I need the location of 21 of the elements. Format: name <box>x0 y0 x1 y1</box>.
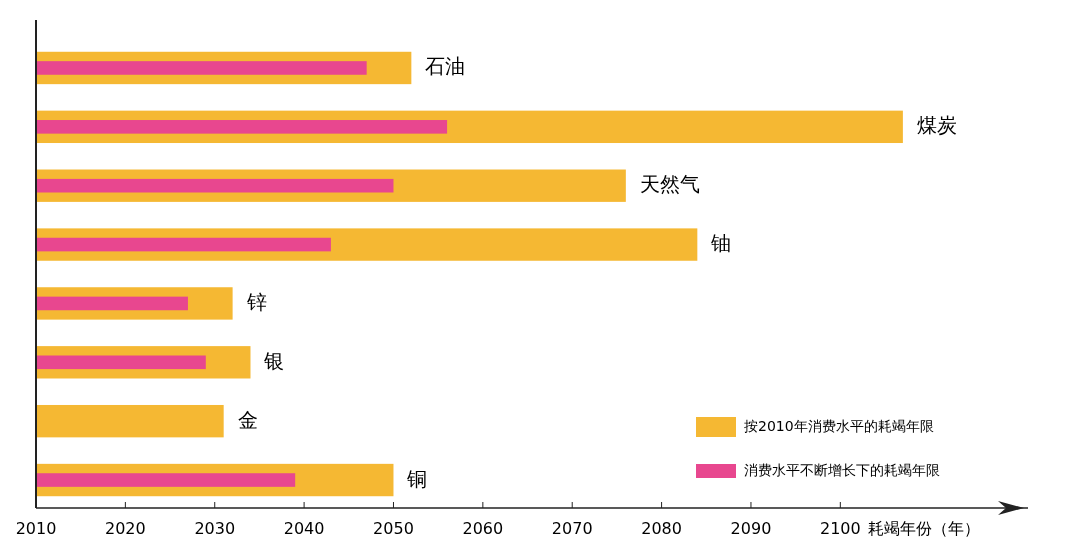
x-tick-label: 2030 <box>194 519 236 538</box>
legend-label: 按2010年消费水平的耗竭年限 <box>744 418 934 434</box>
x-tick-label: 2040 <box>283 519 325 538</box>
y-tick-label: 铜 <box>406 466 428 491</box>
y-tick-label: 铀 <box>710 231 732 256</box>
x-tick-label: 2060 <box>462 519 504 538</box>
legend-label: 消费水平不断增长下的耗竭年限 <box>744 462 940 478</box>
y-tick-label: 天然气 <box>639 172 700 197</box>
x-tick-label: 2100 <box>819 519 861 538</box>
y-tick-label: 煤炭 <box>916 113 957 138</box>
x-tick-label: 2080 <box>641 519 682 538</box>
x-tick-label: 2020 <box>105 519 146 538</box>
x-tick-label: 2010 <box>15 519 57 538</box>
y-tick-label: 金 <box>237 407 258 432</box>
y-tick-label: 锌 <box>245 289 267 314</box>
x-tick-label: 2070 <box>551 519 593 538</box>
x-tick-label: 2090 <box>730 519 772 538</box>
y-tick-label: 银 <box>263 348 285 373</box>
x-axis-title: 耗竭年份（年） <box>868 519 981 538</box>
x-tick-label: 2050 <box>373 519 414 538</box>
y-tick-label: 石油 <box>425 54 466 79</box>
